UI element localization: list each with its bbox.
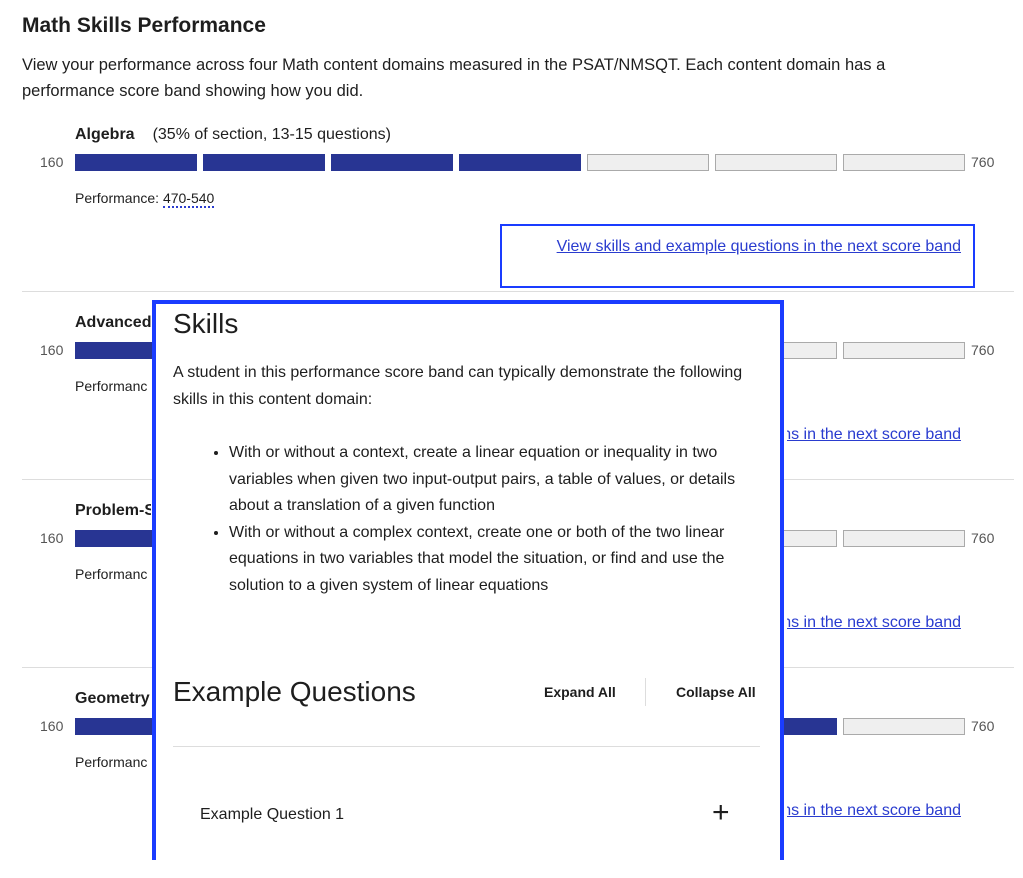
intro-text: View your performance across four Math c… [22, 56, 886, 100]
domain-title: Algebra [75, 126, 135, 143]
scale-max: 760 [971, 342, 995, 358]
score-segment [459, 154, 581, 171]
next-band-link[interactable]: View skills and example questions in the… [787, 614, 961, 631]
skill-item: With or without a complex context, creat… [229, 520, 763, 600]
focus-outline [500, 224, 975, 288]
score-segment [843, 718, 965, 735]
skills-description: A student in this performance score band… [173, 364, 743, 408]
performance-value[interactable]: 470-540 [162, 190, 215, 208]
skill-item: With or without a context, create a line… [229, 440, 763, 520]
scale-max: 760 [971, 154, 995, 170]
domain-name: Problem-S [75, 502, 151, 520]
performance-label: Performanc [75, 378, 151, 394]
score-segment [843, 530, 965, 547]
performance-label: Performance: 470-540 [75, 190, 215, 208]
score-segment [843, 154, 965, 171]
next-band-link[interactable]: View skills and example questions in the… [787, 426, 961, 443]
skills-list: With or without a context, create a line… [173, 440, 763, 599]
examples-title: Example Questions [173, 676, 416, 707]
scale-min: 160 [40, 154, 64, 170]
expand-all-button[interactable]: Expand All [544, 684, 616, 700]
page-title: Math Skills Performance [22, 14, 266, 37]
domain-name: Geometry [75, 690, 151, 708]
score-segment [715, 154, 837, 171]
score-segment [203, 154, 325, 171]
domain-title: Geometry [75, 690, 150, 707]
performance-label: Performanc [75, 566, 151, 582]
performance-text: Performanc [75, 378, 148, 394]
domain-title: Problem-S [75, 502, 151, 519]
performance-text: Performanc [75, 566, 148, 582]
scale-min: 160 [40, 530, 64, 546]
scale-min: 160 [40, 342, 64, 358]
next-band-link[interactable]: View skills and example questions in the… [787, 802, 961, 819]
score-bar [75, 154, 965, 171]
score-segment [587, 154, 709, 171]
divider [645, 678, 646, 706]
score-segment [331, 154, 453, 171]
divider [22, 291, 1014, 292]
example-question-1[interactable]: Example Question 1 [200, 806, 345, 823]
scale-min: 160 [40, 718, 64, 734]
domain-0: Algebra (35% of section, 13-15 questions)… [0, 126, 1023, 314]
skills-popup: Skills A student in this performance sco… [152, 300, 784, 860]
plus-icon[interactable]: + [712, 796, 730, 829]
performance-label: Performanc [75, 754, 151, 770]
skills-title: Skills [173, 308, 239, 339]
domain-title: Advanced [75, 314, 151, 331]
collapse-all-button[interactable]: Collapse All [676, 684, 756, 700]
scale-max: 760 [971, 530, 995, 546]
next-band-link[interactable]: View skills and example questions in the… [556, 238, 961, 255]
divider [173, 746, 760, 747]
scale-max: 760 [971, 718, 995, 734]
domain-name: Advanced [75, 314, 151, 332]
domain-meta: (35% of section, 13-15 questions) [152, 126, 391, 143]
performance-text: Performance: [75, 190, 160, 206]
score-segment [75, 154, 197, 171]
score-segment [843, 342, 965, 359]
performance-text: Performanc [75, 754, 148, 770]
domain-name: Algebra (35% of section, 13-15 questions) [75, 126, 391, 144]
